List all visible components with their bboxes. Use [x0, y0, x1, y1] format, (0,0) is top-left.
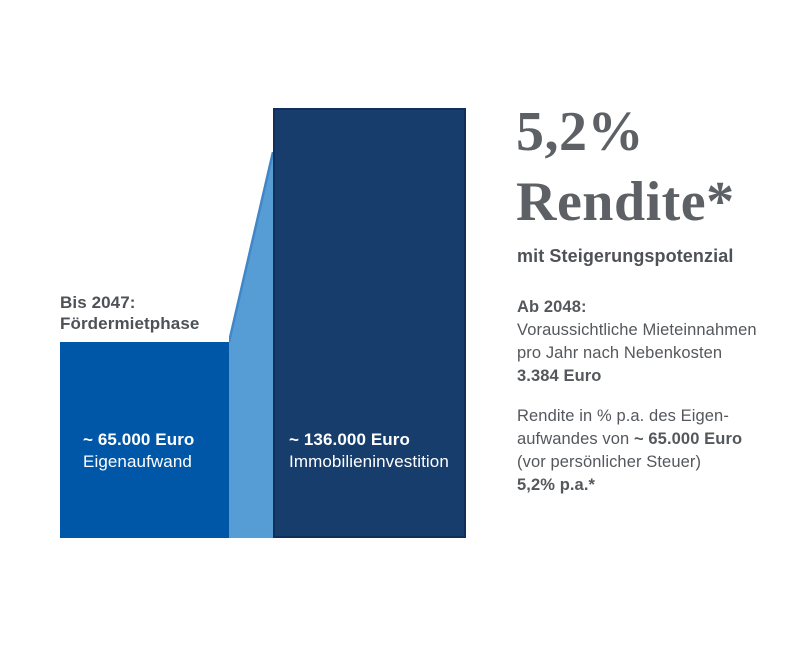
- bar-immobilieninvestition: [273, 108, 466, 538]
- phase-caption-line1: Bis 2047:: [60, 293, 136, 312]
- rental-heading: Ab 2048:: [517, 298, 587, 316]
- yield-headline-word: Rendite*: [516, 171, 735, 233]
- bar-right-value: ~ 136.000 Euro: [289, 430, 410, 449]
- connector-fill: [229, 152, 273, 538]
- bar-left-value: ~ 65.000 Euro: [83, 430, 195, 449]
- yield-headline: 5,2% Rendite*: [516, 97, 735, 237]
- yield-line2-prefix: aufwandes von: [517, 430, 634, 448]
- growth-connector-shape: [229, 152, 273, 538]
- yield-line1: Rendite in % p.a. des Eigen-: [517, 407, 729, 425]
- rental-line2: pro Jahr nach Nebenkosten: [517, 344, 723, 362]
- phase-caption: Bis 2047: Fördermietphase: [60, 292, 199, 334]
- bar-eigenaufwand: [60, 342, 229, 538]
- bar-label-immobilieninvestition: ~ 136.000 Euro Immobilieninvestition: [289, 429, 449, 473]
- yield-headline-value: 5,2%: [516, 101, 644, 163]
- yield-line2-bold: ~ 65.000 Euro: [633, 430, 743, 448]
- yield-subheadline: mit Steigerungspotenzial: [517, 246, 734, 266]
- yield-line2: aufwandes von ~ 65.000 Euro: [517, 428, 777, 451]
- rental-income-paragraph: Ab 2048: Voraussichtliche Mieteinnahmen …: [517, 296, 777, 388]
- phase-caption-line2: Fördermietphase: [60, 314, 200, 333]
- rental-line1: Voraussichtliche Mieteinnahmen: [517, 321, 757, 339]
- yield-amount: 5,2% p.a.*: [517, 476, 596, 494]
- yield-detail-paragraph: Rendite in % p.a. des Eigen- aufwandes v…: [517, 405, 777, 497]
- yield-line3: (vor persönlicher Steuer): [517, 453, 702, 471]
- bar-label-eigenaufwand: ~ 65.000 Euro Eigenaufwand: [83, 429, 194, 473]
- rental-amount: 3.384 Euro: [517, 367, 602, 385]
- connector-edge: [229, 152, 273, 343]
- bar-left-name: Eigenaufwand: [83, 452, 192, 471]
- bar-right-name: Immobilieninvestition: [289, 452, 449, 471]
